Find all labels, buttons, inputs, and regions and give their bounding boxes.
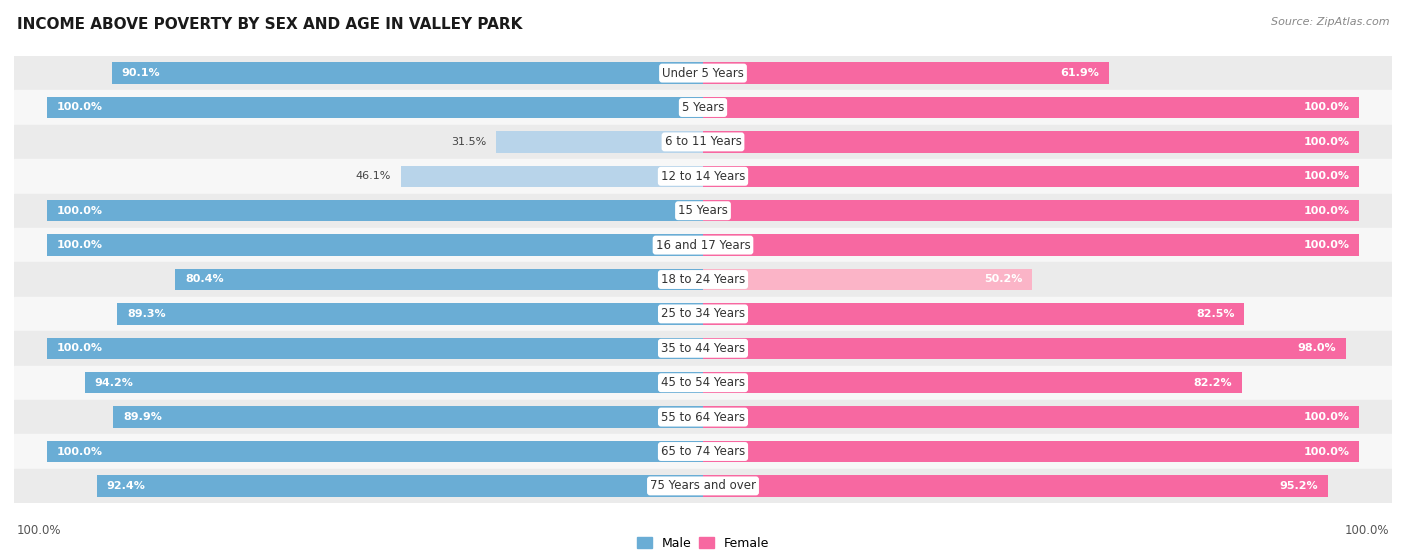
- Bar: [84, 372, 703, 394]
- Text: 5 Years: 5 Years: [682, 101, 724, 114]
- Bar: [703, 131, 1360, 153]
- Bar: [14, 56, 1392, 91]
- Text: 89.3%: 89.3%: [127, 309, 166, 319]
- Text: 12 to 14 Years: 12 to 14 Years: [661, 170, 745, 183]
- Text: 100.0%: 100.0%: [56, 240, 103, 250]
- Text: INCOME ABOVE POVERTY BY SEX AND AGE IN VALLEY PARK: INCOME ABOVE POVERTY BY SEX AND AGE IN V…: [17, 17, 522, 32]
- Bar: [703, 269, 1032, 290]
- Bar: [46, 234, 703, 256]
- Text: 100.0%: 100.0%: [1344, 524, 1389, 537]
- Bar: [14, 468, 1392, 503]
- Bar: [46, 338, 703, 359]
- Bar: [14, 331, 1392, 366]
- Text: 89.9%: 89.9%: [122, 412, 162, 422]
- Text: 75 Years and over: 75 Years and over: [650, 480, 756, 492]
- Text: 100.0%: 100.0%: [1303, 206, 1350, 216]
- Text: 100.0%: 100.0%: [56, 102, 103, 112]
- Bar: [703, 406, 1360, 428]
- Bar: [703, 200, 1360, 221]
- Text: 100.0%: 100.0%: [1303, 102, 1350, 112]
- Text: Source: ZipAtlas.com: Source: ZipAtlas.com: [1271, 17, 1389, 27]
- Bar: [703, 97, 1360, 118]
- Bar: [703, 234, 1360, 256]
- Text: 95.2%: 95.2%: [1279, 481, 1317, 491]
- Text: 6 to 11 Years: 6 to 11 Years: [665, 135, 741, 148]
- Text: 35 to 44 Years: 35 to 44 Years: [661, 342, 745, 355]
- Text: 100.0%: 100.0%: [1303, 137, 1350, 147]
- Bar: [117, 303, 703, 325]
- Text: 94.2%: 94.2%: [94, 378, 134, 388]
- Bar: [14, 297, 1392, 331]
- Bar: [14, 159, 1392, 193]
- Text: 100.0%: 100.0%: [56, 447, 103, 457]
- Text: 100.0%: 100.0%: [56, 206, 103, 216]
- Bar: [112, 63, 703, 84]
- Bar: [703, 475, 1327, 496]
- Text: 100.0%: 100.0%: [1303, 447, 1350, 457]
- Bar: [14, 434, 1392, 468]
- Text: 46.1%: 46.1%: [356, 171, 391, 181]
- Bar: [14, 400, 1392, 434]
- Bar: [97, 475, 703, 496]
- Text: Under 5 Years: Under 5 Years: [662, 67, 744, 79]
- Bar: [46, 97, 703, 118]
- Text: 31.5%: 31.5%: [451, 137, 486, 147]
- Bar: [401, 165, 703, 187]
- Bar: [703, 303, 1244, 325]
- Text: 65 to 74 Years: 65 to 74 Years: [661, 445, 745, 458]
- Text: 100.0%: 100.0%: [56, 343, 103, 353]
- Text: 16 and 17 Years: 16 and 17 Years: [655, 239, 751, 252]
- Bar: [14, 262, 1392, 297]
- Bar: [703, 338, 1346, 359]
- Bar: [112, 406, 703, 428]
- Bar: [14, 125, 1392, 159]
- Text: 82.2%: 82.2%: [1194, 378, 1233, 388]
- Text: 61.9%: 61.9%: [1060, 68, 1099, 78]
- Text: 82.5%: 82.5%: [1197, 309, 1234, 319]
- Text: 100.0%: 100.0%: [1303, 412, 1350, 422]
- Bar: [496, 131, 703, 153]
- Bar: [703, 372, 1243, 394]
- Text: 80.4%: 80.4%: [186, 274, 224, 285]
- Bar: [14, 228, 1392, 262]
- Text: 45 to 54 Years: 45 to 54 Years: [661, 376, 745, 389]
- Bar: [14, 366, 1392, 400]
- Bar: [14, 193, 1392, 228]
- Text: 100.0%: 100.0%: [17, 524, 62, 537]
- Text: 50.2%: 50.2%: [984, 274, 1022, 285]
- Text: 15 Years: 15 Years: [678, 204, 728, 217]
- Legend: Male, Female: Male, Female: [631, 532, 775, 555]
- Text: 55 to 64 Years: 55 to 64 Years: [661, 411, 745, 424]
- Text: 92.4%: 92.4%: [107, 481, 145, 491]
- Bar: [703, 165, 1360, 187]
- Bar: [14, 91, 1392, 125]
- Bar: [46, 441, 703, 462]
- Text: 18 to 24 Years: 18 to 24 Years: [661, 273, 745, 286]
- Bar: [46, 200, 703, 221]
- Bar: [703, 441, 1360, 462]
- Bar: [176, 269, 703, 290]
- Text: 98.0%: 98.0%: [1298, 343, 1336, 353]
- Text: 25 to 34 Years: 25 to 34 Years: [661, 307, 745, 320]
- Text: 90.1%: 90.1%: [122, 68, 160, 78]
- Bar: [703, 63, 1109, 84]
- Text: 100.0%: 100.0%: [1303, 240, 1350, 250]
- Text: 100.0%: 100.0%: [1303, 171, 1350, 181]
